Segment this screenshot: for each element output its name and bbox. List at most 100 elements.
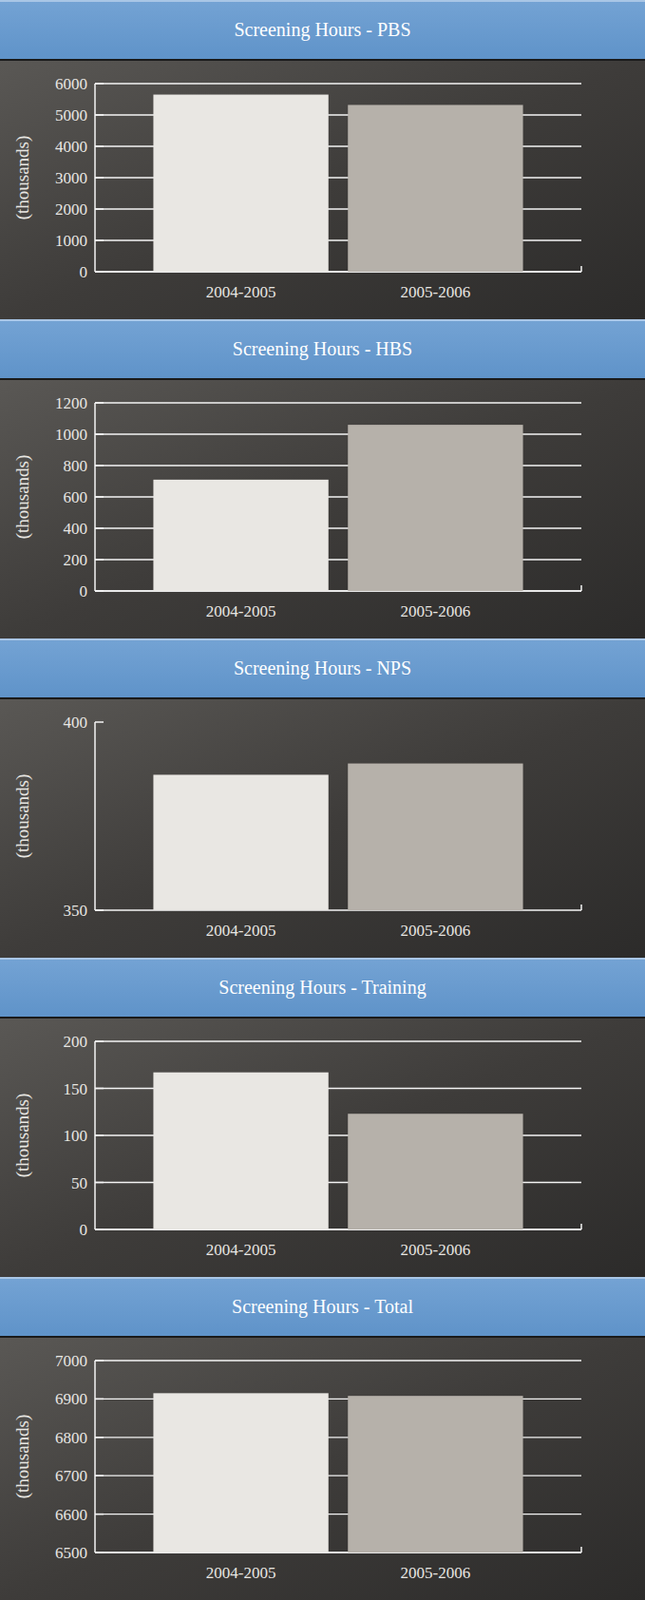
- plot-background: [0, 1335, 645, 1600]
- tick-mark: [94, 1040, 104, 1043]
- category-label: 2005-2006: [400, 1240, 472, 1259]
- chart-title: Screening Hours - NPS: [233, 657, 412, 680]
- title-band-edge: [0, 1276, 645, 1279]
- tick-label: 0: [79, 1220, 89, 1239]
- category-label: 2005-2006: [400, 921, 472, 940]
- chart-title: Screening Hours - PBS: [233, 18, 411, 41]
- bar: [152, 1392, 328, 1553]
- bar: [347, 1395, 523, 1553]
- x-axis-end-tick: [580, 265, 583, 272]
- title-band: [0, 319, 645, 379]
- tick-label: 6000: [55, 75, 88, 94]
- category-label: 2004-2005: [206, 1563, 277, 1582]
- tick-mark: [94, 82, 104, 85]
- tick-label: 150: [63, 1080, 89, 1099]
- tick-mark: [94, 145, 104, 148]
- title-band-edge: [0, 638, 645, 641]
- bar: [347, 104, 523, 272]
- chart-title: Screening Hours - Total: [231, 1295, 414, 1318]
- tick-label: 1200: [55, 394, 88, 413]
- x-axis-end-tick: [580, 1223, 583, 1230]
- title-band-edge: [0, 0, 645, 2]
- bar: [347, 763, 523, 911]
- panel-separator: [0, 1335, 645, 1338]
- tick-label: 400: [63, 713, 89, 732]
- category-label: 2005-2006: [400, 283, 472, 302]
- grid-line: [94, 401, 582, 403]
- tick-mark: [94, 239, 104, 242]
- bars: [152, 1392, 523, 1553]
- category-label: 2005-2006: [400, 1563, 472, 1582]
- tick-label: 6500: [55, 1543, 88, 1562]
- grid-line: [94, 82, 582, 84]
- plot-background: [0, 697, 645, 958]
- chart-panel: Screening Hours - Total(thousands)650066…: [0, 1276, 645, 1600]
- tick-label: 7000: [55, 1351, 88, 1370]
- title-band: [0, 1276, 645, 1336]
- plot-background: [0, 1016, 645, 1277]
- tick-mark: [94, 1359, 104, 1362]
- tick-mark: [94, 464, 104, 467]
- chart-panel: Screening Hours - HBS(thousands)02004006…: [0, 319, 645, 639]
- tick-mark: [94, 1087, 104, 1090]
- tick-label: 50: [71, 1174, 88, 1193]
- tick-label: 6800: [55, 1428, 88, 1447]
- tick-mark: [94, 113, 104, 116]
- tick-mark: [94, 1513, 104, 1516]
- tick-label: 4000: [55, 137, 88, 156]
- bar: [152, 774, 328, 911]
- x-axis-end-tick: [580, 1546, 583, 1553]
- bar: [152, 94, 328, 272]
- tick-mark: [94, 527, 104, 530]
- tick-label: 600: [63, 488, 89, 507]
- x-axis-end-tick: [580, 904, 583, 911]
- tick-label: 6700: [55, 1466, 88, 1485]
- tick-label: 350: [63, 901, 89, 920]
- panel-separator: [0, 1016, 645, 1019]
- tick-mark: [94, 176, 104, 179]
- bar: [347, 424, 523, 591]
- bars: [152, 763, 523, 911]
- chart-panel: Screening Hours - PBS(thousands)01000200…: [0, 0, 645, 320]
- panel-separator: [0, 378, 645, 380]
- grid-line: [94, 1359, 582, 1361]
- tick-mark: [94, 1181, 104, 1184]
- y-axis-title: (thousands): [12, 455, 34, 540]
- y-axis-title: (thousands): [12, 1093, 34, 1178]
- title-band: [0, 957, 645, 1017]
- category-label: 2005-2006: [400, 602, 472, 621]
- chart-panel: Screening Hours - NPS (thousands) 350 400 20…: [0, 638, 645, 958]
- bar: [152, 1072, 328, 1230]
- tick-label: 3000: [55, 169, 88, 188]
- category-label: 2004-2005: [206, 1240, 277, 1259]
- tick-label: 800: [63, 456, 89, 475]
- chart-title: Screening Hours - Training: [218, 976, 426, 999]
- bar: [152, 479, 328, 591]
- y-axis-title: (thousands): [12, 1414, 34, 1499]
- tick-label: 5000: [55, 106, 88, 125]
- tick-mark: [94, 558, 104, 561]
- tick-label: 400: [63, 519, 89, 538]
- tick-mark: [94, 433, 104, 436]
- bars: [152, 424, 523, 591]
- tick-label: 200: [63, 1032, 89, 1051]
- panel-separator: [0, 58, 645, 61]
- tick-label: 1000: [55, 231, 88, 250]
- page: Screening Hours - PBS (thousands) 0 1000 200…: [0, 0, 645, 1600]
- tick-mark: [94, 720, 104, 723]
- title-band-edge: [0, 319, 645, 322]
- tick-mark: [94, 401, 104, 404]
- tick-label: 6900: [55, 1389, 88, 1408]
- y-axis-line: [94, 1041, 96, 1230]
- bars: [152, 94, 523, 272]
- plot-background: [0, 58, 645, 320]
- chart-panel: Screening Hours - Training (thousands) 0 50…: [0, 957, 645, 1277]
- category-label: 2004-2005: [206, 602, 277, 621]
- plot-background: [0, 378, 645, 639]
- category-label: 2004-2005: [206, 921, 277, 940]
- tick-label: 100: [63, 1126, 89, 1145]
- y-axis-line: [94, 402, 96, 591]
- x-axis-end-tick: [580, 585, 583, 591]
- bar: [347, 1113, 523, 1230]
- y-axis-title: (thousands): [12, 774, 34, 859]
